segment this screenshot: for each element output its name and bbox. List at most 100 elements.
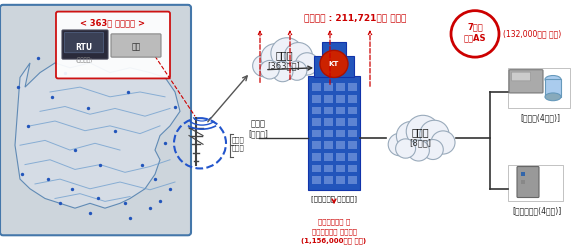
Bar [312, 130, 321, 137]
Circle shape [406, 115, 440, 148]
FancyBboxPatch shape [56, 12, 170, 78]
Bar [348, 130, 357, 137]
Bar [336, 176, 345, 184]
Bar [314, 56, 354, 77]
Bar [336, 165, 345, 172]
Bar [324, 130, 333, 137]
Bar [545, 79, 561, 97]
Circle shape [260, 61, 279, 79]
Point [165, 187, 175, 191]
Point [34, 56, 43, 60]
FancyBboxPatch shape [64, 32, 103, 53]
Point [146, 206, 155, 210]
Point [124, 90, 133, 94]
Bar [348, 83, 357, 91]
Point [67, 187, 77, 191]
Text: 보안망: 보안망 [251, 120, 266, 128]
Bar [348, 95, 357, 103]
Circle shape [261, 44, 290, 72]
FancyBboxPatch shape [509, 70, 543, 93]
FancyBboxPatch shape [508, 68, 570, 108]
Circle shape [296, 53, 318, 75]
Text: < 363대 무상제공 >: < 363대 무상제공 > [81, 19, 146, 28]
Point [93, 196, 103, 200]
Circle shape [284, 42, 313, 70]
Point [171, 104, 180, 108]
Bar [312, 106, 321, 114]
Text: (132,000천원 상당): (132,000천원 상당) [503, 29, 561, 38]
FancyBboxPatch shape [111, 34, 161, 57]
Text: KT: KT [329, 61, 339, 67]
Point [70, 148, 79, 152]
Circle shape [388, 133, 411, 156]
Point [121, 201, 130, 205]
Bar [324, 153, 333, 161]
FancyBboxPatch shape [62, 30, 108, 59]
Bar [324, 165, 333, 172]
Circle shape [396, 139, 416, 158]
Text: 유선망: 유선망 [411, 128, 429, 138]
FancyBboxPatch shape [517, 166, 539, 197]
Bar [348, 118, 357, 126]
Bar [348, 176, 357, 184]
Bar [336, 130, 345, 137]
Circle shape [423, 140, 443, 159]
Text: RTU: RTU [75, 43, 93, 52]
Bar [312, 141, 321, 149]
Text: [정수장(4회선)]: [정수장(4회선)] [520, 114, 560, 123]
Text: 7년간
무상AS: 7년간 무상AS [464, 22, 486, 42]
Point [160, 141, 169, 145]
Polygon shape [15, 63, 180, 208]
Circle shape [451, 11, 499, 57]
Text: [수도사업소(4회선)]: [수도사업소(4회선)] [512, 207, 561, 216]
Bar [308, 76, 360, 190]
Text: [363회선]: [363회선] [267, 61, 300, 70]
Text: 모덩: 모덩 [132, 42, 140, 51]
Point [125, 216, 135, 220]
Circle shape [320, 50, 348, 77]
Text: 각종보안장비 및
네트워크장비 무상제공
(1,156,000천원 상당): 각종보안장비 및 네트워크장비 무상제공 (1,156,000천원 상당) [302, 219, 367, 244]
Bar [348, 106, 357, 114]
Circle shape [396, 122, 426, 151]
Bar [312, 165, 321, 172]
Bar [324, 176, 333, 184]
Point [110, 129, 119, 133]
Circle shape [271, 38, 303, 69]
FancyBboxPatch shape [508, 165, 563, 201]
Point [13, 85, 23, 89]
Point [84, 106, 93, 110]
Text: (신호변환): (신호변환) [75, 57, 93, 63]
Bar [322, 42, 346, 58]
Bar [348, 153, 357, 161]
Bar [336, 153, 345, 161]
Point [95, 163, 104, 167]
FancyBboxPatch shape [512, 72, 531, 81]
Circle shape [287, 61, 307, 80]
Point [48, 95, 57, 99]
Bar [312, 176, 321, 184]
Bar [348, 141, 357, 149]
Ellipse shape [545, 76, 561, 83]
Bar [312, 118, 321, 126]
Circle shape [431, 131, 455, 154]
Bar [348, 165, 357, 172]
Point [150, 177, 160, 181]
Point [60, 71, 70, 75]
Bar [312, 83, 321, 91]
Point [155, 199, 165, 203]
Circle shape [272, 62, 293, 82]
Bar [336, 83, 345, 91]
Bar [521, 180, 525, 184]
Ellipse shape [545, 93, 561, 101]
Text: [인천하늘수 운영센터]: [인천하늘수 운영센터] [311, 195, 357, 202]
Circle shape [408, 140, 429, 161]
Point [44, 177, 53, 181]
Bar [324, 141, 333, 149]
Point [85, 211, 95, 215]
Bar [336, 95, 345, 103]
Bar [521, 172, 525, 176]
FancyBboxPatch shape [0, 5, 191, 235]
Bar [324, 83, 333, 91]
Circle shape [253, 55, 275, 77]
Bar [324, 106, 333, 114]
